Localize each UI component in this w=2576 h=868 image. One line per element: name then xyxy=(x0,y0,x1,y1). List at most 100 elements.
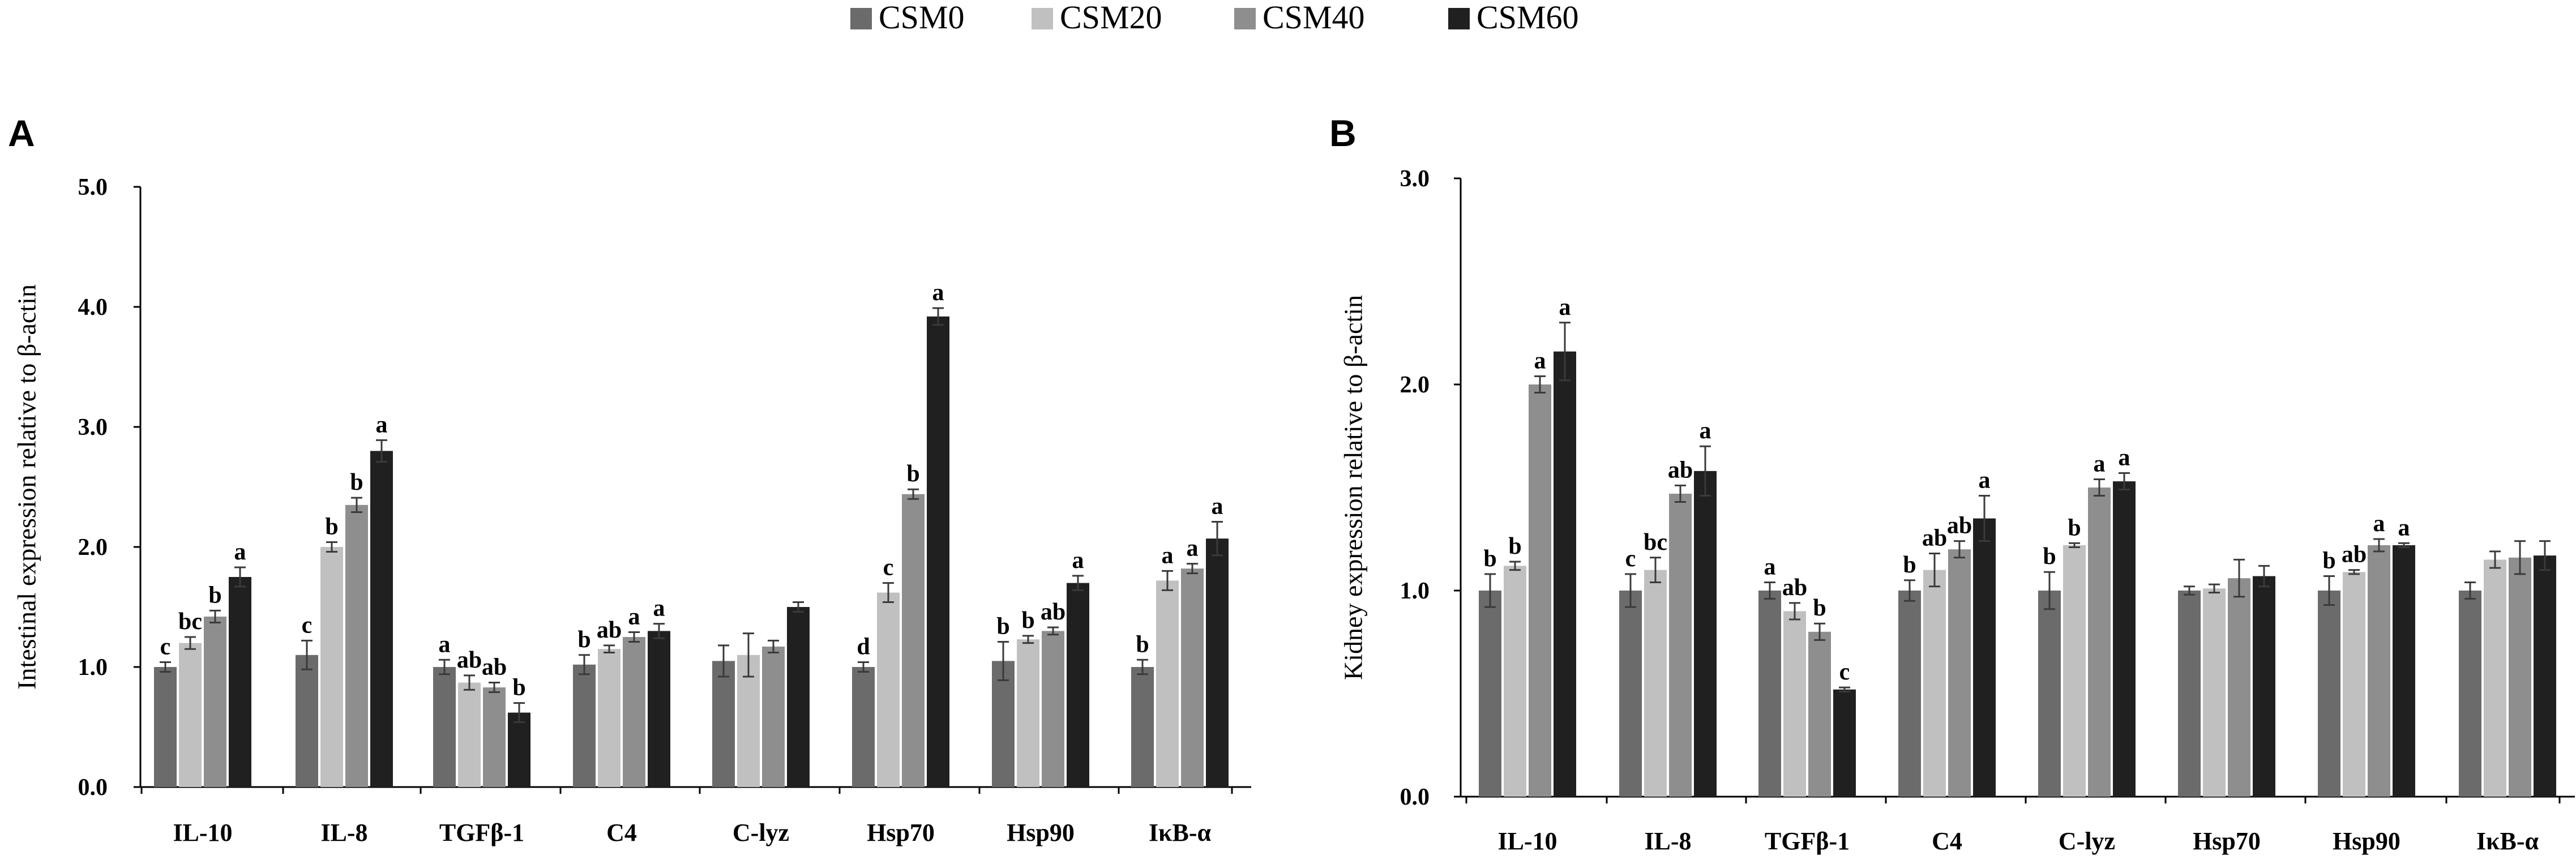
x-category-label: IL-8 xyxy=(1644,827,1691,855)
x-category-label: TGFβ-1 xyxy=(1765,827,1850,855)
significance-letter: a xyxy=(1559,294,1571,320)
bar-c4-csm60 xyxy=(1973,518,1996,797)
y-tick-label: 5.0 xyxy=(78,174,108,200)
significance-letter: b xyxy=(1903,552,1916,578)
bar-i-b-csm0 xyxy=(1131,667,1154,787)
panel-label: B xyxy=(1329,112,1357,154)
legend-label-csm0: CSM0 xyxy=(879,0,965,36)
significance-letter: bc xyxy=(178,609,202,635)
significance-letter: a xyxy=(2119,445,2130,471)
bar-c-lyz-csm0 xyxy=(712,661,735,787)
bar-tgf-1-csm20 xyxy=(458,682,481,787)
x-category-label: C-lyz xyxy=(2059,827,2115,855)
significance-letter: a xyxy=(932,280,944,306)
bar-hsp90-csm20 xyxy=(2343,572,2365,797)
y-tick-label: 2.0 xyxy=(1400,372,1430,398)
significance-letter: b xyxy=(325,514,338,540)
bar-c4-csm20 xyxy=(598,649,621,787)
legend-label-csm20: CSM20 xyxy=(1060,0,1162,36)
bar-hsp70-csm20 xyxy=(2203,588,2226,797)
bar-il-8-csm0 xyxy=(1619,591,1642,797)
bar-tgf-1-csm0 xyxy=(433,667,456,787)
significance-letter: a xyxy=(1700,418,1711,444)
significance-letter: ab xyxy=(1782,575,1807,601)
bar-i-b-csm0 xyxy=(2459,591,2481,797)
significance-letter: b xyxy=(350,469,363,495)
bar-i-b-csm40 xyxy=(1181,568,1204,787)
significance-letter: ab xyxy=(1947,513,1972,539)
legend-swatch-csm0 xyxy=(850,8,872,29)
significance-letter: b xyxy=(2043,544,2056,570)
significance-letter: c xyxy=(1625,546,1636,572)
legend-label-csm60: CSM60 xyxy=(1477,0,1579,36)
significance-letter: ab xyxy=(482,655,507,681)
bar-tgf-1-csm60 xyxy=(1833,689,1856,797)
significance-letter: a xyxy=(1162,542,1174,568)
significance-letter: a xyxy=(653,596,665,622)
significance-letter: b xyxy=(512,675,525,701)
x-category-label: Hsp90 xyxy=(1007,819,1075,846)
x-category-label: IκB-α xyxy=(1149,819,1212,846)
legend-swatch-csm40 xyxy=(1234,8,1256,29)
significance-letter: d xyxy=(857,634,870,660)
significance-letter: b xyxy=(1508,533,1521,559)
bar-il-10-csm20 xyxy=(179,643,202,787)
y-tick-label: 0.0 xyxy=(78,775,108,801)
bar-c4-csm20 xyxy=(1923,570,1946,797)
bar-hsp70-csm40 xyxy=(2228,578,2250,797)
bar-c4-csm0 xyxy=(573,664,596,787)
bar-tgf-1-csm20 xyxy=(1783,611,1806,797)
x-category-label: C4 xyxy=(1932,827,1962,855)
significance-letter: bc xyxy=(1644,529,1667,555)
significance-letter: ab xyxy=(1922,525,1947,551)
y-tick-label: 1.0 xyxy=(78,655,108,681)
significance-letter: a xyxy=(2373,511,2385,537)
bar-c-lyz-csm40 xyxy=(2088,488,2111,797)
significance-letter: a xyxy=(376,412,388,438)
significance-letter: b xyxy=(208,582,221,608)
bar-c-lyz-csm40 xyxy=(762,646,785,787)
panel-a: A Intestinal expression relative to β-act… xyxy=(8,112,1251,846)
significance-letter: a xyxy=(1764,554,1776,580)
bar-hsp70-csm40 xyxy=(902,494,925,787)
bar-hsp70-csm60 xyxy=(2253,576,2275,797)
panel-b: B Kidney expression relative to β-actin 0.… xyxy=(1329,112,2575,855)
bar-hsp90-csm60 xyxy=(2393,545,2415,797)
bar-i-b-csm60 xyxy=(2534,555,2556,797)
x-category-label: IκB-α xyxy=(2476,827,2539,855)
significance-letter: a xyxy=(628,604,640,630)
significance-letter: b xyxy=(1813,595,1826,621)
significance-letter: b xyxy=(1021,608,1034,634)
significance-letter: b xyxy=(1483,546,1496,572)
bar-c4-csm60 xyxy=(648,631,670,787)
y-tick-label: 1.0 xyxy=(1400,578,1430,604)
x-category-label: IL-10 xyxy=(173,819,232,846)
bar-tgf-1-csm0 xyxy=(1758,591,1781,797)
bar-i-b-csm20 xyxy=(2484,559,2506,797)
bar-i-b-csm40 xyxy=(2509,557,2531,797)
x-category-label: Hsp70 xyxy=(867,819,935,846)
x-category-label: TGFβ-1 xyxy=(439,819,524,846)
significance-letter: a xyxy=(234,539,246,565)
bar-hsp90-csm40 xyxy=(2368,545,2390,797)
bar-tgf-1-csm60 xyxy=(508,712,530,787)
significance-letter: c xyxy=(1839,659,1850,685)
bar-tgf-1-csm40 xyxy=(483,687,506,787)
x-category-label: IL-8 xyxy=(320,819,367,846)
significance-letter: a xyxy=(1072,548,1084,574)
bar-tgf-1-csm40 xyxy=(1808,631,1831,797)
significance-letter: ab xyxy=(457,647,482,673)
bar-il-10-csm60 xyxy=(229,577,251,787)
significance-letter: b xyxy=(996,613,1009,639)
y-tick-label: 0.0 xyxy=(1400,784,1430,810)
significance-letter: b xyxy=(1136,631,1149,657)
x-category-label: C4 xyxy=(606,819,637,846)
bar-il-8-csm60 xyxy=(1694,471,1717,797)
bar-c-lyz-csm0 xyxy=(2038,591,2061,797)
bar-hsp90-csm60 xyxy=(1067,583,1089,787)
significance-letter: a xyxy=(1534,348,1546,374)
significance-letter: ab xyxy=(1041,599,1066,625)
y-tick-label: 3.0 xyxy=(1400,166,1430,192)
bar-il-8-csm0 xyxy=(296,655,318,787)
